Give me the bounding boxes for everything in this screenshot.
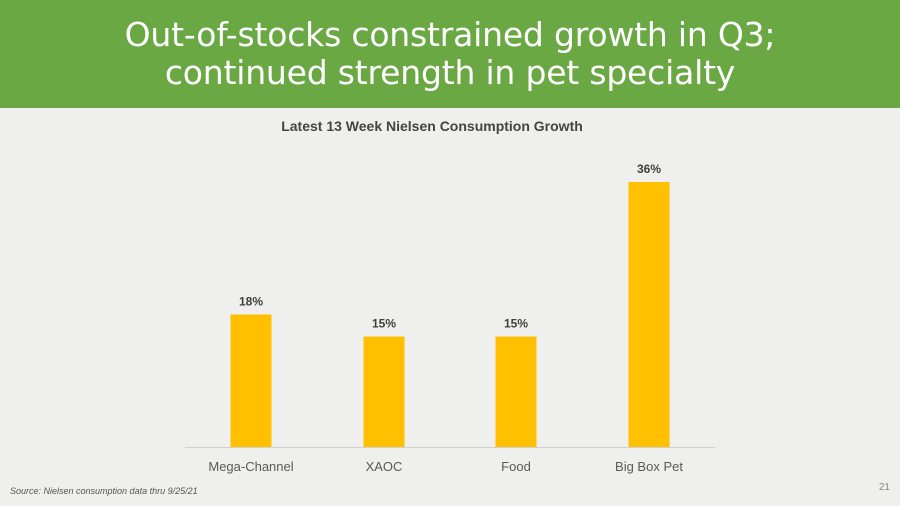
data-label: 36% — [637, 162, 661, 176]
bar-food — [495, 336, 537, 447]
slide-title: Out-of-stocks constrained growth in Q3; … — [124, 15, 776, 92]
x-tick-label: XAOC — [366, 459, 403, 474]
x-tick-label: Big Box Pet — [615, 459, 683, 474]
chart-title: Latest 13 Week Nielsen Consumption Growt… — [281, 118, 583, 134]
data-label: 15% — [504, 317, 528, 331]
page-number: 21 — [878, 482, 890, 493]
data-label: 18% — [239, 295, 263, 309]
source-note: Source: Nielsen consumption data thru 9/… — [10, 486, 198, 496]
x-tick-label: Food — [501, 459, 531, 474]
bar-mega-channel — [230, 314, 272, 447]
title-banner: Out-of-stocks constrained growth in Q3; … — [0, 0, 900, 108]
x-tick-label: Mega-Channel — [208, 459, 293, 474]
data-label: 15% — [372, 317, 396, 331]
bar-xaoc — [363, 336, 405, 447]
bar-big-box-pet — [628, 182, 670, 447]
